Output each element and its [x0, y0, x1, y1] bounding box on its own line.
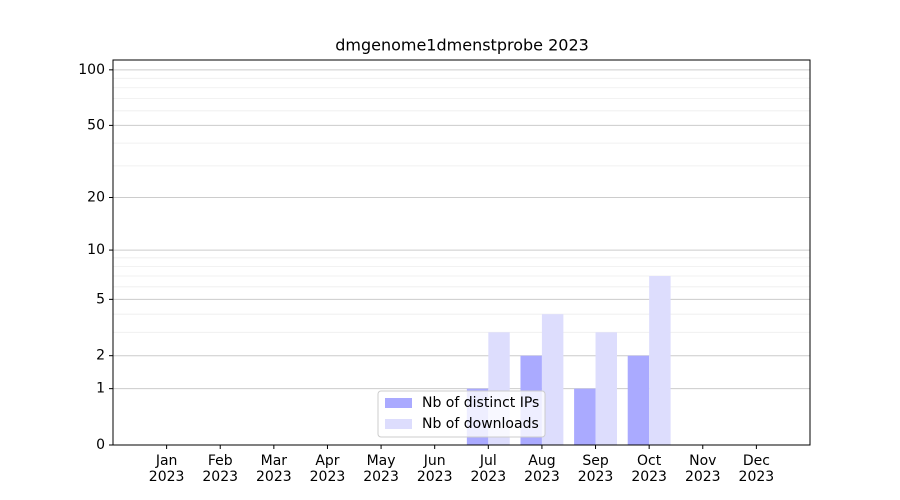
legend-box [377, 390, 546, 438]
x-tick-label: Dec 2023 [738, 453, 775, 485]
x-tick-label: Jul 2023 [470, 453, 507, 485]
y-tick-label: 100 [78, 62, 105, 78]
legend-label: Nb of downloads [422, 416, 539, 432]
y-tick-label: 20 [87, 190, 105, 206]
x-tick-label: Aug 2023 [524, 453, 560, 485]
y-tick-label: 1 [96, 381, 105, 397]
legend-swatch [385, 419, 412, 429]
bar [574, 388, 596, 445]
x-tick-label: Jun 2023 [416, 453, 453, 485]
y-tick-label: 50 [87, 117, 105, 133]
y-tick-label: 5 [96, 291, 105, 307]
legend: Nb of distinct IPs Nb of downloads [377, 390, 546, 438]
x-tick-label: Nov 2023 [684, 453, 721, 485]
x-tick-label: Sep 2023 [577, 453, 614, 485]
x-tick-label: May 2023 [363, 453, 399, 485]
y-tick-label: 10 [87, 242, 105, 258]
y-tick-label: 2 [96, 348, 105, 364]
x-tick-label: Jan 2023 [148, 453, 185, 485]
bar [595, 332, 617, 445]
x-tick-label: Apr 2023 [309, 453, 346, 485]
legend-swatch [385, 398, 412, 408]
plot-frame [112, 59, 811, 446]
bar [541, 314, 564, 445]
y-tick-label: 0 [96, 437, 105, 453]
x-tick-label: Oct 2023 [631, 453, 667, 485]
x-tick-label: Feb 2023 [202, 453, 239, 485]
bar [627, 355, 650, 445]
x-tick-label: Mar 2023 [256, 453, 292, 485]
chart-title: dmgenome1dmenstprobe 2023 [335, 36, 589, 55]
bar [649, 275, 671, 445]
legend-label: Nb of distinct IPs [422, 395, 539, 411]
